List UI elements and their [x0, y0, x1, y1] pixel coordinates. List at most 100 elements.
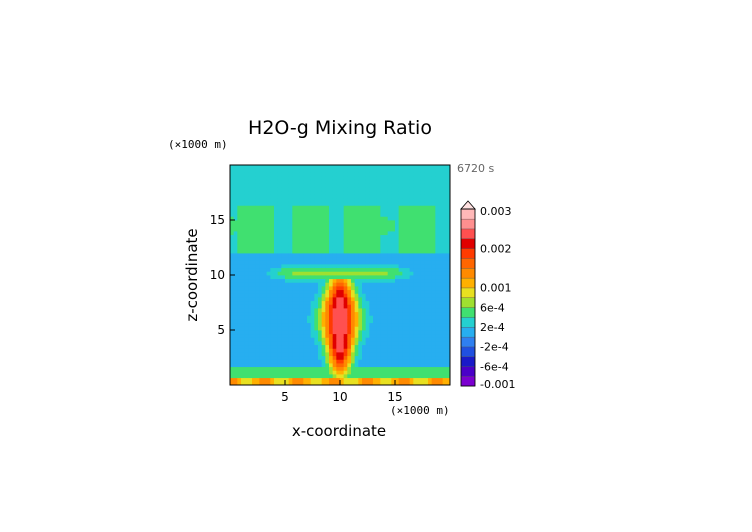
field-cell [281, 231, 286, 236]
field-cell [252, 234, 257, 239]
field-cell [321, 278, 326, 283]
field-cell [340, 216, 345, 221]
field-cell [299, 363, 304, 368]
field-cell [285, 348, 290, 353]
field-cell [237, 168, 242, 173]
field-cell [259, 256, 264, 261]
field-cell [321, 223, 326, 228]
field-cell [424, 319, 429, 324]
field-cell [321, 282, 326, 287]
field-cell [332, 315, 337, 320]
field-cell [255, 216, 260, 221]
field-cell [303, 370, 308, 375]
field-cell [303, 278, 308, 283]
field-cell [340, 227, 345, 232]
field-cell [351, 249, 356, 254]
field-cell [248, 289, 253, 294]
field-cell [325, 242, 330, 247]
field-cell [307, 271, 312, 276]
field-cell [428, 249, 433, 254]
field-cell [270, 366, 275, 371]
field-cell [299, 168, 304, 173]
field-cell [402, 253, 407, 258]
field-cell [281, 275, 286, 280]
field-cell [274, 176, 279, 181]
field-cell [285, 355, 290, 360]
field-cell [285, 209, 290, 214]
field-cell [244, 337, 249, 342]
field-cell [380, 359, 385, 364]
field-cell [336, 315, 341, 320]
field-cell [244, 249, 249, 254]
field-cell [347, 282, 352, 287]
field-cell [413, 245, 418, 250]
field-cell [409, 201, 414, 206]
field-cell [307, 172, 312, 177]
field-cell [230, 355, 235, 360]
field-cell [380, 212, 385, 217]
field-cell [292, 220, 297, 225]
field-cell [314, 271, 319, 276]
field-cell [321, 289, 326, 294]
field-cell [296, 220, 301, 225]
field-cell [428, 352, 433, 357]
field-cell [439, 227, 444, 232]
field-cell [358, 201, 363, 206]
field-cell [244, 231, 249, 236]
field-cell [292, 286, 297, 291]
field-cell [299, 333, 304, 338]
field-cell [417, 249, 422, 254]
field-cell [424, 190, 429, 195]
field-cell [351, 374, 356, 379]
field-cell [281, 168, 286, 173]
field-cell [255, 238, 260, 243]
field-cell [428, 282, 433, 287]
field-cell [303, 289, 308, 294]
field-cell [248, 205, 253, 210]
field-cell [424, 275, 429, 280]
field-cell [439, 183, 444, 188]
field-cell [431, 205, 436, 210]
field-cell [362, 253, 367, 258]
field-cell [241, 326, 246, 331]
field-cell [270, 330, 275, 335]
field-cell [299, 245, 304, 250]
field-cell [358, 223, 363, 228]
field-cell [274, 337, 279, 342]
field-cell [376, 322, 381, 327]
field-cell [354, 322, 359, 327]
field-cell [384, 245, 389, 250]
field-cell [362, 304, 367, 309]
field-cell [358, 348, 363, 353]
field-cell [351, 326, 356, 331]
field-cell [263, 179, 268, 184]
field-cell [281, 381, 286, 385]
field-cell [255, 176, 260, 181]
field-cell [233, 341, 238, 346]
field-cell [274, 190, 279, 195]
field-cell [336, 245, 341, 250]
field-cell [387, 315, 392, 320]
field-cell [255, 227, 260, 232]
field-cell [274, 293, 279, 298]
field-cell [296, 315, 301, 320]
field-cell [292, 234, 297, 239]
field-cell [413, 333, 418, 338]
field-cell [281, 352, 286, 357]
field-cell [241, 359, 246, 364]
field-cell [285, 319, 290, 324]
field-cell [402, 223, 407, 228]
field-cell [230, 209, 235, 214]
field-cell [354, 363, 359, 368]
field-cell [314, 289, 319, 294]
field-cell [354, 286, 359, 291]
field-cell [318, 326, 323, 331]
field-cell [332, 242, 337, 247]
field-cell [362, 330, 367, 335]
field-cell [402, 330, 407, 335]
field-cell [310, 205, 315, 210]
field-cell [266, 297, 271, 302]
field-cell [351, 352, 356, 357]
field-cell [431, 179, 436, 184]
field-cell [442, 176, 447, 181]
